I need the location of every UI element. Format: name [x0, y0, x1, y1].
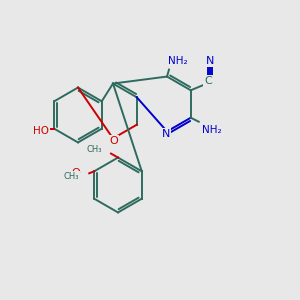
Text: CH₃: CH₃	[86, 145, 102, 154]
Text: C: C	[204, 76, 212, 86]
Text: N: N	[206, 56, 214, 66]
Text: O: O	[93, 147, 102, 157]
Text: HO: HO	[33, 126, 49, 136]
Text: O: O	[71, 168, 80, 178]
Text: NH₂: NH₂	[168, 56, 188, 66]
Text: O: O	[110, 136, 118, 146]
Text: N: N	[162, 129, 170, 140]
Text: CH₃: CH₃	[64, 172, 79, 181]
Text: NH₂: NH₂	[202, 125, 222, 135]
